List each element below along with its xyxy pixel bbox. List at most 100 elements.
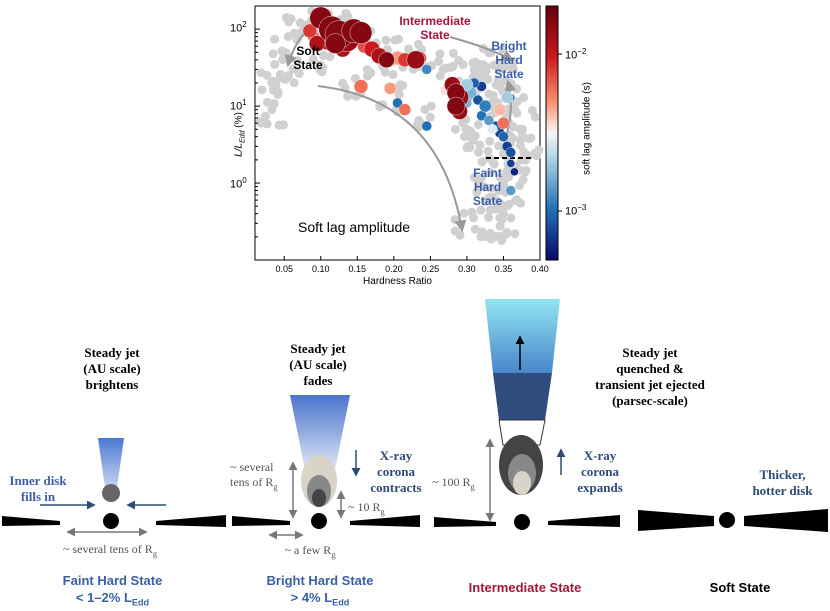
background-point [474,147,484,157]
background-point [508,133,518,143]
background-point [487,192,497,202]
background-point [488,157,498,167]
data-point [406,50,425,69]
x-tick-label: 0.05 [275,264,293,274]
black-hole [514,514,530,530]
bright-hard-state-diagram [232,395,420,540]
background-point [295,18,305,28]
background-point [404,44,414,54]
data-point [497,116,510,130]
disk-left [638,510,714,531]
data-point [500,91,514,104]
data-point [353,79,369,94]
background-point [255,117,265,127]
background-point [283,32,293,42]
intermediate-state-annotation: Intermediate State [399,14,471,42]
background-point [530,112,540,122]
data-point [378,51,395,68]
disk-right [744,509,828,532]
data-point [308,35,326,52]
background-point [286,14,296,24]
background-point [273,87,283,97]
disk-left [434,517,496,527]
background-point [394,84,404,94]
background-point [494,141,504,151]
data-point [483,115,495,126]
background-point [463,141,473,151]
background-point [524,134,534,144]
bright-hard-state-annotation: Bright Hard State [491,39,527,81]
background-point [274,120,284,130]
data-point [421,120,432,132]
data-point [446,96,466,116]
background-point [294,68,304,78]
several-tens-label: ~ several tens of Rg [230,460,278,492]
background-point [413,39,423,49]
background-point [496,232,506,242]
intermediate-jet-caption: Steady jet quenched & transient jet ejecte… [595,345,705,408]
colorbar [545,5,559,261]
background-point [262,70,272,80]
faint-hard-state-annotation: Faint Hard State [472,166,503,208]
background-point [493,75,503,85]
background-point [458,60,468,70]
y-tick-label-1: 100 [230,176,247,191]
background-point [308,54,318,64]
background-point [381,35,391,45]
background-point [479,182,489,192]
background-point [485,136,495,146]
background-point [262,119,272,129]
black-hole [719,512,735,528]
data-point [383,82,397,95]
inner-disk-label: Inner disk fills in [9,473,67,504]
background-point [257,85,267,95]
data-point [493,103,507,116]
background-point [498,208,508,218]
background-point [268,49,278,59]
y-tick-label-10: 101 [230,98,247,113]
colorbar-label: soft lag amplitude (s) [581,82,593,175]
state-schematic [2,299,828,540]
y-axis-ticks [255,5,260,261]
corona-inner [513,471,531,495]
x-axis-label: Hardness Ratio [363,276,432,287]
background-point [270,34,280,44]
background-point [500,62,510,72]
background-point [275,73,285,83]
background-point [362,65,372,75]
disk-right [350,515,420,527]
background-point [343,11,353,21]
faint-state-luminosity: < 1–2% LEdd [75,590,150,608]
background-point [325,52,335,62]
corona [102,484,120,502]
arrow-decay [317,85,467,233]
background-point [518,124,528,134]
background-point [510,229,520,239]
soft-state-annotation: Soft State [293,44,323,72]
data-point [498,131,509,142]
background-point [476,173,486,183]
disk-right [548,515,620,527]
background-point [434,57,444,67]
panel-label: Soft lag amplitude [298,219,411,235]
y-tick-label-100: 102 [230,20,247,35]
x-tick-label: 0.35 [495,264,513,274]
background-point [284,71,294,81]
faint-hard-state-diagram [2,438,226,537]
background-point [318,50,328,60]
background-point [485,168,495,178]
background-point [263,97,273,107]
background-point [485,205,495,215]
cbar-tick-label-low: 10−3 [565,203,587,218]
background-point [450,124,460,134]
background-point [448,48,458,58]
ten-rg-label: ~ 10 Rg [348,500,385,517]
corona-inner [312,489,326,507]
jet [98,438,124,488]
disk-left [2,516,60,526]
background-point [450,215,460,225]
background-point [503,200,513,210]
x-tick-label: 0.30 [458,264,476,274]
bright-state-name: Bright Hard State [266,573,374,588]
background-point [460,132,470,142]
